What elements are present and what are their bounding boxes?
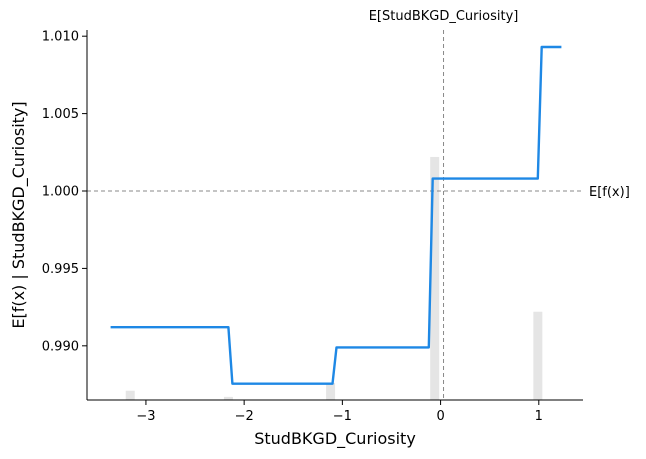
histogram-bar [223,396,233,400]
y-tick-label: 1.000 [42,185,79,200]
reference-lines [87,30,583,400]
x-axis-label: StudBKGD_Curiosity [254,429,416,449]
y-tick-label: 1.005 [42,107,79,122]
expected-value-label: E[f(x)] [589,185,630,200]
x-tick-label: 1 [535,409,543,424]
histogram-layer [125,156,543,400]
x-tick-label: −1 [333,409,352,424]
series-layer [110,45,562,385]
y-ticks: 0.990 0.995 1.000 1.005 1.010 [42,30,87,354]
x-tick-label: −3 [136,409,155,424]
y-axis-label: E[f(x) | StudBKGD_Curiosity] [9,101,29,328]
y-tick-label: 0.990 [42,339,79,354]
feature-mean-label: E[StudBKGD_Curiosity] [369,9,519,24]
dependence-line [110,45,562,385]
histogram-bar [326,382,336,400]
histogram-bar [533,311,543,400]
y-tick-label: 1.010 [42,30,79,45]
x-tick-label: 0 [436,409,444,424]
axes [86,30,583,401]
histogram-bar [125,390,135,400]
x-ticks: −3 −2 −1 0 1 [136,400,543,424]
y-tick-label: 0.995 [42,262,79,277]
x-tick-label: −2 [235,409,254,424]
histogram-bar [430,156,440,400]
